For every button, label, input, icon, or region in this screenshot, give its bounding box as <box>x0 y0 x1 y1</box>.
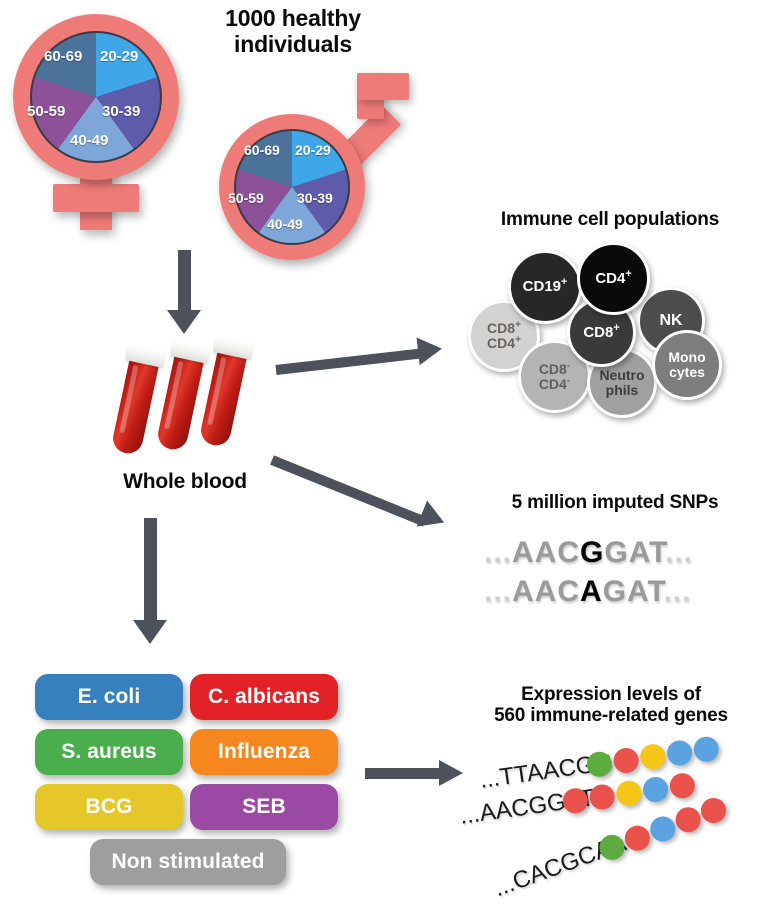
immune-cell-nk-label: NK <box>659 311 683 329</box>
expression-strand-group: ...TTAACGG ...AACGGAT ...CACGCAA <box>458 735 770 910</box>
male-slice-label-60-69: 60-69 <box>244 142 280 158</box>
expression-strand-1-bead <box>638 742 667 771</box>
stimulation-pill-influenza[interactable]: Influenza <box>190 729 338 775</box>
stimulation-pill-bcg[interactable]: BCG <box>35 784 183 830</box>
stimulation-pill-c-albicans-label: C. albicans <box>208 685 320 708</box>
whole-blood-label: Whole blood <box>123 470 247 493</box>
blood-tube <box>155 340 211 453</box>
snp-row2-seg-4: ... <box>663 575 692 608</box>
immune-cell-cd19p: CD19+ <box>508 250 582 324</box>
expression-strand-1-bead <box>611 746 641 775</box>
immune-cell-neutrophils-line2: phils <box>605 382 639 398</box>
snp-row2-seg-0: ... <box>484 575 513 608</box>
immune-cell-cd8n-cd4n-line1: CD8- <box>538 360 571 377</box>
immune-populations-title: Immune cell populations <box>500 209 720 230</box>
whole-blood-tubes <box>110 336 260 460</box>
expression-strand-2-bead <box>641 775 670 804</box>
stimulation-pill-s-aureus-label: S. aureus <box>61 740 157 763</box>
arrow-blood-to-stimulations-head <box>133 620 167 644</box>
stimulation-pill-e-coli-label: E. coli <box>77 685 141 708</box>
snp-row1-seg-0: ... <box>484 536 513 569</box>
snp-row2-seg-3: GAT <box>602 575 664 608</box>
snps-title: 5 million imputed SNPs <box>511 492 719 513</box>
snp-row1-seg-4: ... <box>665 536 694 569</box>
cohort-heading-line1: 1000 healthy <box>225 5 361 31</box>
immune-cell-cluster: CD8+ CD4+ CD19+ CD4+ NK CD8+ <box>460 240 765 420</box>
expression-strand-2-bead <box>614 779 643 808</box>
stimulation-pill-s-aureus[interactable]: S. aureus <box>35 729 183 775</box>
male-symbol: 20-29 30-39 40-49 50-59 60-69 <box>205 68 415 260</box>
expression-title: Expression levels of 560 immune-related … <box>455 684 767 727</box>
female-symbol-stem-cross <box>53 184 139 212</box>
immune-cell-monocytes-line2: cytes <box>669 364 705 380</box>
stimulation-pill-e-coli[interactable]: E. coli <box>35 674 183 720</box>
expression-strand-1-bead <box>692 735 721 764</box>
expression-strand-3-bead <box>697 794 730 827</box>
arrow-blood-to-immune-shaft <box>275 348 421 375</box>
female-slice-label-20-29: 20-29 <box>100 48 139 65</box>
stimulation-pill-c-albicans[interactable]: C. albicans <box>190 674 338 720</box>
expression-strand-2-bead <box>668 771 697 800</box>
snp-row2-variant: A <box>580 575 603 608</box>
arrow-cohort-to-blood-shaft <box>178 250 191 312</box>
snp-sequence-row-1: ...AACGGAT... <box>484 536 693 570</box>
immune-cell-neutrophils-line1: Neutro <box>599 367 645 384</box>
immune-cell-cd8p-cd4p-line1: CD8+ <box>487 319 521 337</box>
arrow-blood-to-stimulations-shaft <box>144 518 157 624</box>
female-age-pie <box>30 31 162 163</box>
stimulation-pill-influenza-label: Influenza <box>218 740 310 763</box>
snp-row1-seg-1: AAC <box>512 536 581 569</box>
expression-title-line2: 560 immune-related genes <box>494 705 728 727</box>
stimulation-pill-non-stimulated[interactable]: Non stimulated <box>90 839 286 885</box>
female-slice-label-40-49: 40-49 <box>70 132 109 149</box>
stimulation-pill-bcg-label: BCG <box>85 795 133 818</box>
immune-cell-cd8n-cd4n-line2: CD4- <box>538 374 571 392</box>
snp-sequence-row-2: ...AACAGAT... <box>484 575 691 609</box>
immune-cell-cd4p: CD4+ <box>577 242 650 315</box>
male-slice-label-40-49: 40-49 <box>267 216 303 232</box>
arrow-stimulations-to-expression-shaft <box>365 768 441 779</box>
cohort-heading-line2: individuals <box>234 30 352 57</box>
blood-tube <box>110 344 166 457</box>
immune-cell-monocytes-line1: Mono <box>668 349 706 366</box>
female-slice-label-60-69: 60-69 <box>44 48 83 65</box>
cohort-heading: 1000 healthy individuals <box>178 5 408 58</box>
male-slice-label-20-29: 20-29 <box>295 142 331 158</box>
snp-row2-seg-1: AAC <box>512 575 581 608</box>
arrow-stimulations-to-expression-head <box>439 760 463 786</box>
immune-cell-cd8p-cd4p-line2: CD4+ <box>487 334 521 351</box>
immune-cell-cd8p-label: CD8+ <box>583 321 620 341</box>
expression-strand-3-bead <box>672 803 705 836</box>
snp-row1-seg-3: GAT <box>604 536 666 569</box>
stimulation-pill-seb[interactable]: SEB <box>190 784 338 830</box>
arrow-cohort-to-blood-head <box>167 310 201 334</box>
immune-cell-cd4p-label: CD4+ <box>595 267 632 287</box>
male-slice-label-30-39: 30-39 <box>297 190 333 206</box>
stimulation-pill-seb-label: SEB <box>242 795 286 818</box>
female-slice-label-50-59: 50-59 <box>27 103 66 120</box>
stimulation-panel: E. coli C. albicans S. aureus Influenza … <box>30 674 340 894</box>
stimulation-pill-non-stimulated-label: Non stimulated <box>111 850 265 873</box>
arrow-blood-to-snps-head <box>416 500 450 536</box>
immune-cell-monocytes: Mono cytes <box>652 330 722 400</box>
snp-row1-variant: G <box>580 536 605 569</box>
expression-title-line1: Expression levels of <box>521 684 701 705</box>
male-age-pie <box>234 129 350 245</box>
female-symbol: 20-29 30-39 40-49 50-59 60-69 <box>8 12 186 234</box>
expression-strand-3-bead <box>646 812 679 845</box>
male-symbol-arrow-flange-2 <box>357 73 409 100</box>
female-slice-label-30-39: 30-39 <box>102 103 141 120</box>
male-slice-label-50-59: 50-59 <box>228 190 264 206</box>
immune-cell-cd19p-label: CD19+ <box>522 276 568 296</box>
arrow-blood-to-immune-head <box>416 334 444 366</box>
arrow-blood-to-snps-shaft <box>270 455 427 527</box>
expression-strand-1-bead <box>665 738 694 768</box>
